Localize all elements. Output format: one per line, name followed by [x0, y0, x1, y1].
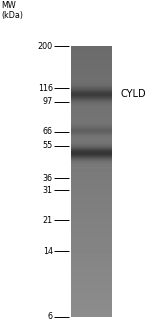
Bar	[72, 138, 111, 139]
Bar	[72, 145, 111, 146]
Text: 55: 55	[43, 141, 53, 150]
Bar	[72, 143, 111, 144]
Bar	[72, 135, 111, 136]
Bar	[72, 102, 111, 103]
Bar	[72, 131, 111, 132]
Bar	[72, 81, 111, 82]
Bar	[72, 106, 111, 107]
Bar	[72, 88, 111, 89]
Bar	[72, 160, 111, 161]
Bar	[72, 129, 111, 130]
Bar	[72, 161, 111, 162]
Bar	[72, 136, 111, 137]
Bar	[72, 148, 111, 149]
Bar	[72, 83, 111, 84]
Bar	[72, 155, 111, 156]
Text: 21: 21	[43, 216, 53, 224]
Bar	[72, 80, 111, 81]
Bar	[72, 82, 111, 83]
Bar	[72, 99, 111, 100]
Bar	[72, 86, 111, 87]
Bar	[72, 154, 111, 155]
Bar	[72, 137, 111, 138]
Bar	[72, 96, 111, 97]
Bar	[72, 132, 111, 133]
Bar	[72, 87, 111, 88]
Bar	[72, 147, 111, 148]
Bar	[72, 85, 111, 86]
Bar	[72, 101, 111, 102]
Bar	[72, 151, 111, 152]
Bar	[72, 95, 111, 96]
Bar	[72, 167, 111, 168]
Bar	[72, 141, 111, 142]
Bar	[72, 103, 111, 104]
Bar	[72, 90, 111, 91]
Bar	[72, 166, 111, 167]
Bar	[72, 122, 111, 123]
Bar	[72, 156, 111, 157]
Bar	[72, 133, 111, 134]
Bar	[72, 152, 111, 153]
Text: 36: 36	[43, 174, 53, 183]
Bar	[72, 142, 111, 143]
Bar	[72, 134, 111, 135]
Bar	[72, 144, 111, 145]
Bar	[72, 163, 111, 164]
Bar	[72, 89, 111, 90]
Bar	[72, 125, 111, 126]
Bar	[72, 121, 111, 122]
Bar	[72, 92, 111, 93]
Bar	[72, 79, 111, 80]
Bar	[72, 153, 111, 154]
Bar	[72, 158, 111, 159]
Bar	[72, 149, 111, 150]
Text: 31: 31	[43, 185, 53, 194]
Text: 6: 6	[48, 312, 53, 321]
Bar	[72, 128, 111, 129]
Bar	[72, 84, 111, 85]
Bar	[72, 165, 111, 166]
Text: 97: 97	[43, 98, 53, 107]
Bar	[72, 162, 111, 163]
Bar	[72, 100, 111, 101]
Bar	[72, 104, 111, 105]
Bar	[72, 140, 111, 141]
Bar	[72, 124, 111, 125]
Bar	[72, 130, 111, 131]
Bar	[72, 91, 111, 92]
Bar	[72, 126, 111, 127]
Bar	[72, 157, 111, 158]
Bar	[72, 140, 111, 141]
Bar	[72, 138, 111, 139]
Bar	[72, 97, 111, 98]
Bar	[72, 108, 111, 109]
Bar	[72, 107, 111, 108]
Text: MW
(kDa): MW (kDa)	[2, 1, 23, 20]
Bar	[72, 93, 111, 94]
Bar	[72, 105, 111, 106]
Text: 14: 14	[43, 247, 53, 256]
Bar	[72, 123, 111, 124]
Bar	[72, 98, 111, 99]
Text: 200: 200	[38, 42, 53, 51]
Bar	[72, 139, 111, 140]
Bar	[72, 164, 111, 165]
Bar	[72, 94, 111, 95]
Bar	[72, 127, 111, 128]
Text: CYLD: CYLD	[120, 89, 146, 99]
Bar	[72, 146, 111, 147]
Text: 116: 116	[38, 84, 53, 93]
Text: 66: 66	[43, 127, 53, 136]
Bar	[72, 150, 111, 151]
Bar	[72, 159, 111, 160]
Bar	[72, 139, 111, 140]
